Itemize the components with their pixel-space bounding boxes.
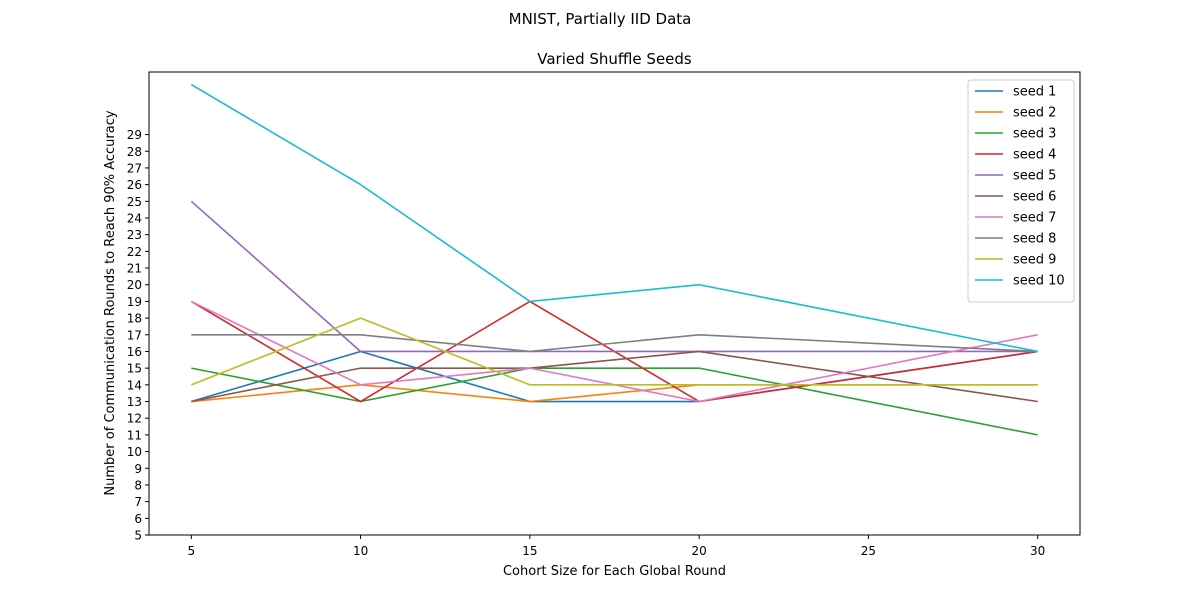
y-tick-label: 25 — [127, 195, 142, 209]
y-tick-label: 21 — [127, 262, 142, 276]
y-tick-label: 16 — [127, 345, 142, 359]
y-tick-label: 14 — [127, 378, 142, 392]
y-tick-label: 22 — [127, 245, 142, 259]
legend-label-5: seed 5 — [1013, 169, 1056, 184]
legend-label-3: seed 3 — [1013, 127, 1056, 142]
y-tick-label: 6 — [134, 512, 142, 526]
y-tick-label: 24 — [127, 211, 142, 225]
series-line-8 — [191, 333, 1038, 353]
y-tick-label: 12 — [127, 412, 142, 426]
series-line-7 — [190, 300, 1038, 403]
x-tick-label: 30 — [1030, 544, 1045, 558]
y-tick-label: 26 — [127, 178, 142, 192]
y-tick-label: 13 — [127, 395, 142, 409]
legend-box — [967, 79, 1075, 303]
x-tick-label: 10 — [353, 544, 368, 558]
legend-label-9: seed 9 — [1013, 253, 1056, 268]
series-layer — [190, 83, 1038, 436]
legend-label-10: seed 10 — [1013, 274, 1065, 289]
x-axis-label: Cohort Size for Each Global Round — [503, 564, 726, 579]
legend: seed 1 seed 2 seed 3 seed 4 seed 5 seed 6 seed… — [967, 79, 1075, 303]
y-tick-label: 15 — [127, 362, 142, 376]
y-tick-label: 18 — [127, 312, 142, 326]
y-tick-label: 27 — [127, 161, 142, 175]
figure-suptitle: MNIST, Partially IID Data — [509, 10, 692, 28]
y-tick-label: 28 — [127, 145, 142, 159]
y-tick-label: 7 — [134, 495, 142, 509]
y-tick-label: 11 — [127, 428, 142, 442]
x-tick-label: 15 — [522, 544, 537, 558]
series-line-5 — [190, 200, 1038, 353]
y-tick-label: 5 — [134, 529, 142, 543]
legend-label-7: seed 7 — [1013, 211, 1056, 226]
y-tick-label: 8 — [134, 478, 142, 492]
legend-label-6: seed 6 — [1013, 190, 1056, 205]
chart-title: Varied Shuffle Seeds — [537, 50, 692, 68]
y-tick-label: 10 — [127, 445, 142, 459]
y-tick-label: 9 — [134, 462, 142, 476]
legend-label-1: seed 1 — [1013, 85, 1056, 100]
y-axis-label: Number of Communication Rounds to Reach … — [103, 110, 118, 495]
series-line-9 — [191, 317, 1038, 386]
series-line-10 — [190, 83, 1038, 353]
y-tick-label: 20 — [127, 278, 142, 292]
y-tick-label: 19 — [127, 295, 142, 309]
axes-layer: 5 10 15 20 25 30 5 6 7 8 9 10 11 12 13 14 15 16 17 18 19 20 21… — [127, 71, 1081, 558]
series-line-6 — [191, 350, 1038, 403]
legend-label-8: seed 8 — [1013, 232, 1056, 247]
y-tick-label: 23 — [127, 228, 142, 242]
plot-frame — [148, 71, 1081, 536]
y-tick-label: 29 — [127, 128, 142, 142]
y-tick-label: 17 — [127, 328, 142, 342]
x-tick-label: 25 — [861, 544, 876, 558]
legend-label-2: seed 2 — [1013, 106, 1056, 121]
legend-label-4: seed 4 — [1013, 148, 1056, 163]
x-tick-label: 5 — [187, 544, 195, 558]
x-tick-label: 20 — [691, 544, 706, 558]
